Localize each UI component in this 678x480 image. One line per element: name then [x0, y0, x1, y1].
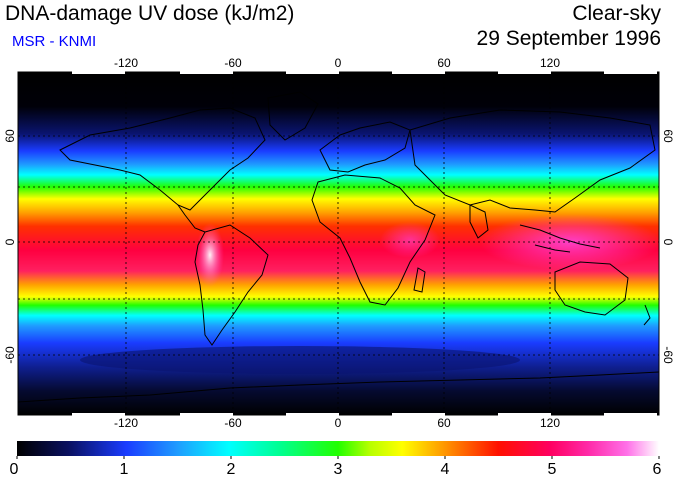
colorbar-ticks	[16, 456, 660, 459]
bottom-lon-label: -120	[114, 416, 138, 430]
colorbar-label: 5	[548, 461, 557, 478]
top-lon-label: 0	[335, 56, 342, 70]
bottom-lon-label: 60	[437, 416, 451, 430]
top-lon-label: -60	[224, 56, 242, 70]
top-lon-label: 60	[437, 56, 451, 70]
left-lat-label: 60	[3, 129, 17, 143]
colorbar	[17, 441, 659, 456]
frame-ticks	[72, 70, 657, 417]
bottom-lon-label: -60	[224, 416, 242, 430]
colorbar-label: 3	[334, 461, 343, 478]
date-label: 29 September 1996	[476, 27, 661, 50]
colorbar-label: 0	[10, 461, 19, 478]
source-label: MSR - KNMI	[12, 33, 97, 50]
bottom-lon-label: 120	[540, 416, 560, 430]
top-lon-label: 120	[540, 56, 560, 70]
right-lat-label: 0	[661, 239, 675, 246]
coastlines	[18, 91, 659, 403]
left-lat-label: -60	[3, 346, 17, 364]
colorbar-label: 4	[441, 461, 450, 478]
colorbar-label: 6	[653, 461, 662, 478]
top-lon-label: -120	[114, 56, 138, 70]
right-lat-label: 60	[661, 129, 675, 143]
map-title: DNA-damage UV dose (kJ/m2)	[5, 2, 295, 25]
bottom-lon-label: 0	[335, 416, 342, 430]
colorbar-label: 2	[227, 461, 236, 478]
right-lat-label: -60	[661, 346, 675, 364]
left-lat-label: 0	[3, 238, 17, 245]
colorbar-labels: 0 1 2 3 4 5 6	[10, 461, 662, 478]
sky-condition-label: Clear-sky	[572, 2, 661, 25]
colorbar-label: 1	[120, 461, 129, 478]
